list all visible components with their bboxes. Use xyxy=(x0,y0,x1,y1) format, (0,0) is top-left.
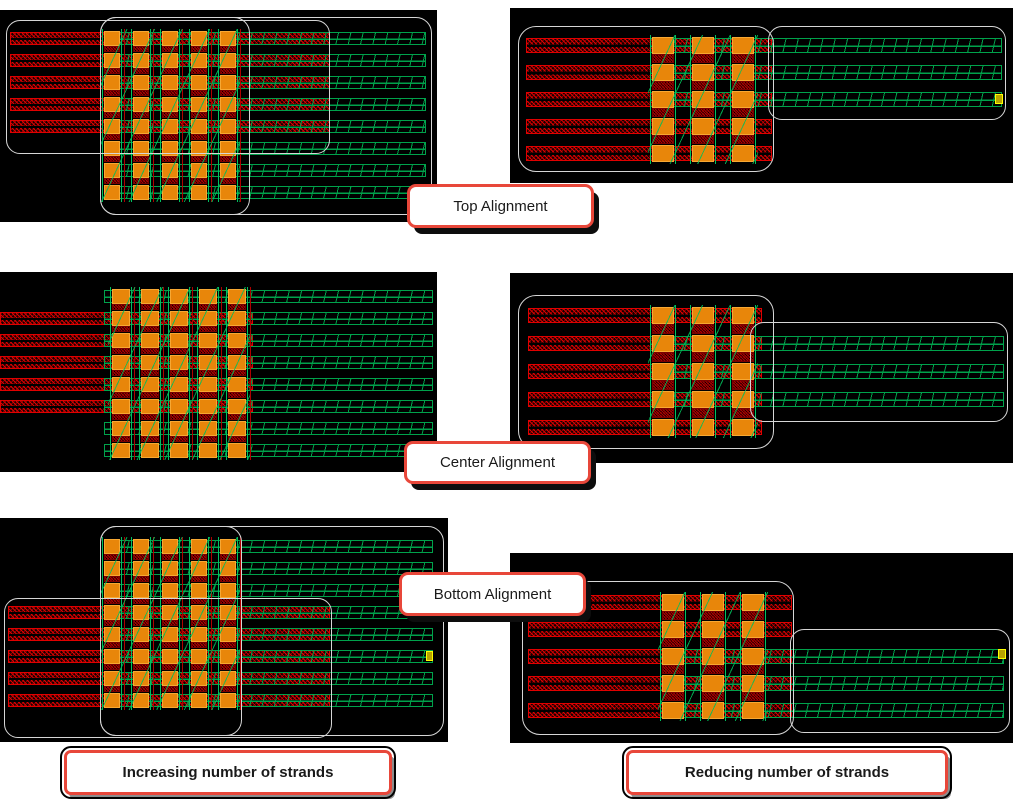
panel-bottom-alignment-reducing xyxy=(510,553,1013,743)
green-strand xyxy=(104,400,433,413)
green-diagonal-overlay xyxy=(648,35,758,164)
boundary-outline xyxy=(100,17,432,215)
panel-top-alignment-increasing xyxy=(0,10,437,222)
callout-top-alignment: Top Alignment xyxy=(407,184,594,228)
panel-center-alignment-increasing xyxy=(0,272,437,472)
callout-increasing-strands-text: Increasing number of strands xyxy=(122,764,334,781)
panel-bottom-alignment-increasing xyxy=(0,518,448,742)
red-vertical-line xyxy=(250,287,251,460)
green-diagonal-overlay xyxy=(108,287,250,460)
yellow-end-marker xyxy=(995,94,1003,104)
green-diagonal-overlay xyxy=(658,592,768,721)
green-strand xyxy=(104,312,433,325)
boundary-outline xyxy=(750,322,1008,422)
callout-reducing-strands-text: Reducing number of strands xyxy=(684,764,890,781)
boundary-outline xyxy=(522,581,794,735)
green-strand xyxy=(104,290,433,303)
yellow-end-marker xyxy=(426,651,433,661)
boundary-outline xyxy=(518,295,774,449)
boundary-outline xyxy=(4,598,332,738)
boundary-outline xyxy=(790,629,1010,733)
green-diagonal-overlay xyxy=(100,537,240,710)
red-vertical-line xyxy=(240,537,241,710)
yellow-end-marker xyxy=(998,649,1006,659)
panel-top-alignment-reducing xyxy=(510,8,1013,183)
green-strand xyxy=(104,422,433,435)
boundary-outline xyxy=(768,26,1006,120)
boundary-outline xyxy=(6,20,330,154)
green-diagonal-overlay xyxy=(100,29,240,202)
green-strand xyxy=(104,378,433,391)
callout-reducing-strands: Reducing number of strands xyxy=(622,746,952,799)
boundary-outline xyxy=(518,26,774,172)
green-strand xyxy=(104,334,433,347)
callout-center-alignment: Center Alignment xyxy=(404,441,591,484)
callout-increasing-strands: Increasing number of strands xyxy=(60,746,396,799)
red-vertical-line xyxy=(240,29,241,202)
callout-bottom-alignment: Bottom Alignment xyxy=(399,572,586,616)
green-strand xyxy=(104,356,433,369)
callout-top-alignment-text: Top Alignment xyxy=(453,197,548,215)
callout-bottom-alignment-text: Bottom Alignment xyxy=(433,585,552,603)
panel-center-alignment-reducing xyxy=(510,273,1013,463)
green-diagonal-overlay xyxy=(648,305,758,438)
boundary-outline xyxy=(100,526,444,736)
callout-center-alignment-text: Center Alignment xyxy=(439,454,556,471)
